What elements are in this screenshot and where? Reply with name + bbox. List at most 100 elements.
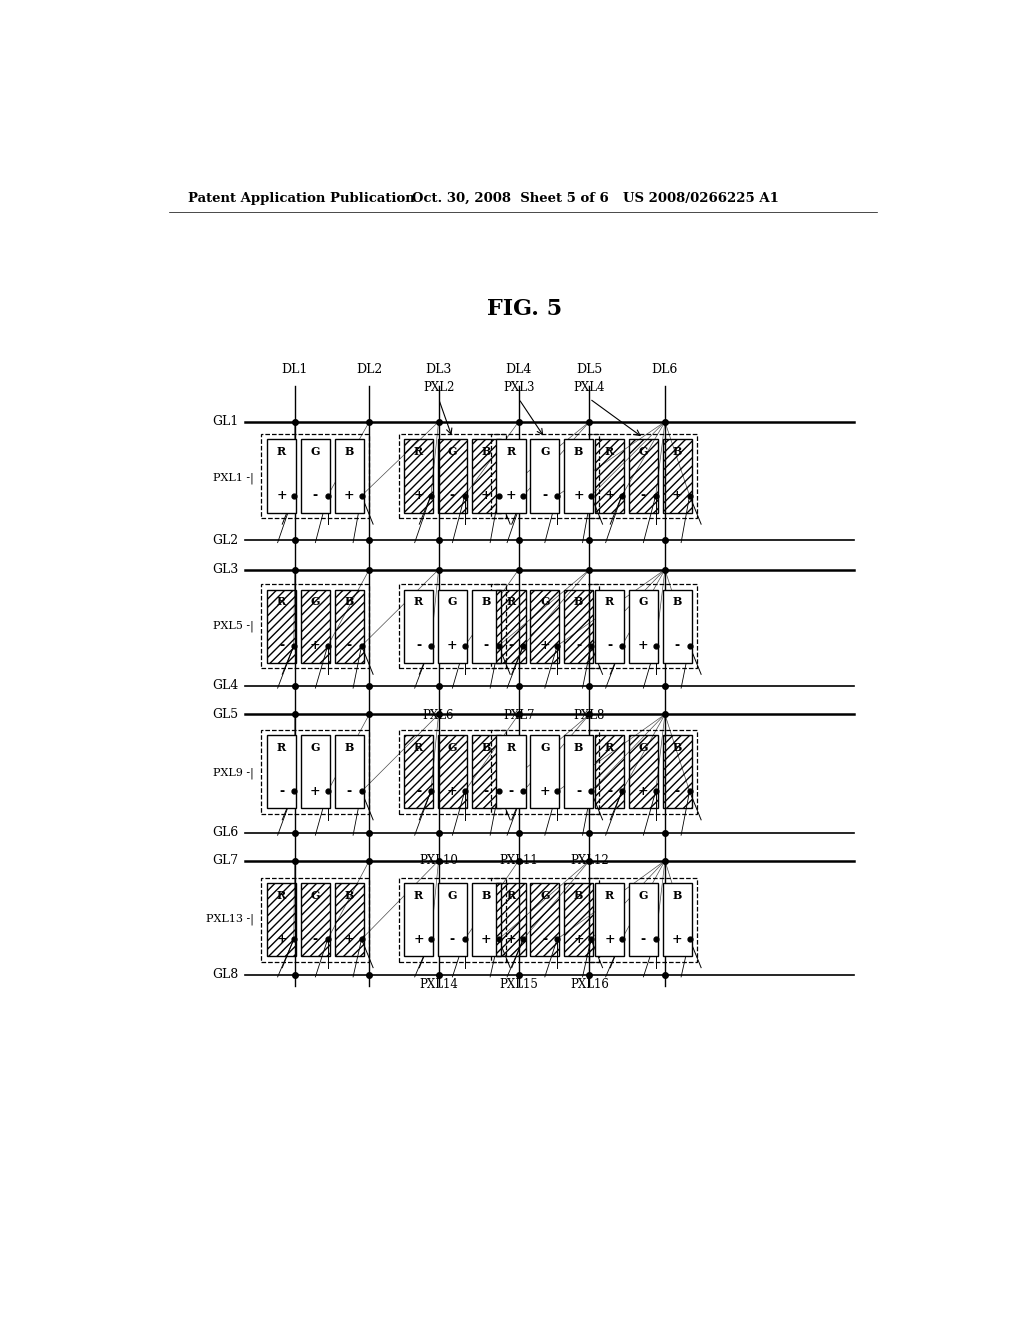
Bar xyxy=(301,735,330,808)
Text: G: G xyxy=(540,597,550,607)
Text: +: + xyxy=(310,639,321,652)
Bar xyxy=(403,883,433,956)
Bar xyxy=(595,883,625,956)
Text: +: + xyxy=(506,933,516,945)
Text: R: R xyxy=(414,890,423,900)
Bar xyxy=(335,590,364,663)
Text: R: R xyxy=(276,446,286,457)
Bar xyxy=(490,730,599,813)
Text: -: - xyxy=(543,933,548,945)
Text: PXL1 -|: PXL1 -| xyxy=(213,473,254,483)
Bar xyxy=(497,883,525,956)
Bar xyxy=(472,883,501,956)
Text: +: + xyxy=(447,639,458,652)
Text: -: - xyxy=(508,785,513,797)
Text: B: B xyxy=(673,890,682,900)
Text: -: - xyxy=(543,490,548,502)
Text: +: + xyxy=(672,933,683,945)
Bar xyxy=(438,883,467,956)
Bar xyxy=(663,440,692,512)
Text: -: - xyxy=(675,785,680,797)
Text: PXL7: PXL7 xyxy=(503,709,535,722)
Text: R: R xyxy=(507,890,515,900)
Text: -: - xyxy=(312,490,317,502)
Text: GL4: GL4 xyxy=(212,680,239,693)
Text: GL6: GL6 xyxy=(212,826,239,840)
Bar xyxy=(398,585,506,668)
Bar xyxy=(261,585,370,668)
Text: G: G xyxy=(310,597,321,607)
Bar xyxy=(398,730,506,813)
Text: DL5: DL5 xyxy=(577,363,602,376)
Text: B: B xyxy=(481,597,490,607)
Text: G: G xyxy=(540,446,550,457)
Text: B: B xyxy=(673,446,682,457)
Text: B: B xyxy=(673,597,682,607)
Text: R: R xyxy=(507,742,515,752)
Text: -: - xyxy=(483,785,488,797)
Text: G: G xyxy=(540,742,550,752)
Text: +: + xyxy=(604,933,614,945)
Text: B: B xyxy=(344,890,354,900)
Bar xyxy=(564,883,593,956)
Bar xyxy=(403,735,433,808)
Bar xyxy=(595,440,625,512)
Text: G: G xyxy=(310,890,321,900)
Text: R: R xyxy=(605,446,614,457)
Bar xyxy=(261,434,370,517)
Bar xyxy=(530,440,559,512)
Text: B: B xyxy=(574,446,584,457)
Bar xyxy=(267,440,296,512)
Text: PXL3: PXL3 xyxy=(503,381,535,395)
Text: G: G xyxy=(639,890,648,900)
Text: GL2: GL2 xyxy=(212,533,239,546)
Bar xyxy=(629,735,658,808)
Bar xyxy=(301,440,330,512)
Text: -: - xyxy=(279,785,284,797)
Text: -: - xyxy=(641,933,646,945)
Bar xyxy=(663,735,692,808)
Text: -: - xyxy=(508,639,513,652)
Text: US 2008/0266225 A1: US 2008/0266225 A1 xyxy=(624,191,779,205)
Text: -: - xyxy=(607,639,612,652)
Bar xyxy=(403,590,433,663)
Text: DL6: DL6 xyxy=(651,363,678,376)
Bar xyxy=(335,440,364,512)
Text: B: B xyxy=(481,742,490,752)
Text: B: B xyxy=(574,890,584,900)
Text: B: B xyxy=(481,446,490,457)
Text: -: - xyxy=(607,785,612,797)
Text: -: - xyxy=(416,785,421,797)
Text: +: + xyxy=(344,490,354,502)
Text: +: + xyxy=(310,785,321,797)
Bar xyxy=(564,440,593,512)
Text: -: - xyxy=(641,490,646,502)
Text: -: - xyxy=(347,785,352,797)
Bar xyxy=(564,590,593,663)
Bar xyxy=(490,434,599,517)
Bar xyxy=(335,735,364,808)
Text: G: G xyxy=(639,742,648,752)
Text: R: R xyxy=(605,890,614,900)
Text: -: - xyxy=(450,490,455,502)
Bar xyxy=(398,434,506,517)
Bar xyxy=(490,878,599,961)
Text: +: + xyxy=(604,490,614,502)
Bar xyxy=(398,878,506,961)
Bar xyxy=(497,735,525,808)
Bar xyxy=(472,735,501,808)
Text: R: R xyxy=(276,742,286,752)
Text: PXL4: PXL4 xyxy=(573,381,605,395)
Bar xyxy=(590,434,697,517)
Text: B: B xyxy=(574,742,584,752)
Text: R: R xyxy=(414,446,423,457)
Bar xyxy=(595,735,625,808)
Text: R: R xyxy=(605,742,614,752)
Text: PXL5 -|: PXL5 -| xyxy=(213,620,254,632)
Text: R: R xyxy=(507,446,515,457)
Text: +: + xyxy=(540,785,550,797)
Text: Oct. 30, 2008  Sheet 5 of 6: Oct. 30, 2008 Sheet 5 of 6 xyxy=(412,191,608,205)
Text: +: + xyxy=(447,785,458,797)
Text: B: B xyxy=(344,742,354,752)
Text: FIG. 5: FIG. 5 xyxy=(487,297,562,319)
